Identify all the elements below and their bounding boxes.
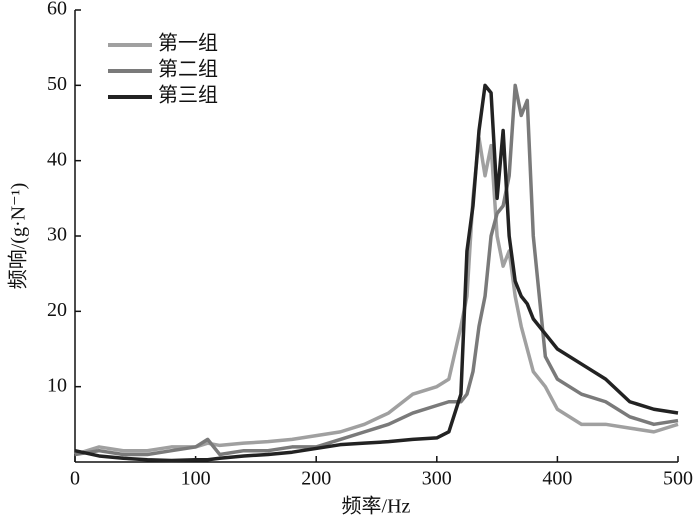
y-tick-label: 10 [47,374,67,396]
x-axis-label: 频率/Hz [342,495,411,518]
x-tick-label: 100 [181,468,211,490]
x-tick-label: 500 [663,468,693,490]
legend-label: 第二组 [158,58,218,81]
x-tick-label: 400 [542,468,572,490]
y-axis-label: 频响/(g·N⁻¹) [7,183,30,290]
series-line [74,136,679,457]
series-line [74,83,679,463]
x-tick-label: 300 [422,468,452,490]
y-tick-label: 40 [47,148,67,170]
series-line [74,83,679,457]
legend-label: 第三组 [158,84,218,107]
x-tick-label: 200 [301,468,331,490]
legend-label: 第一组 [158,32,218,55]
y-tick-label: 60 [47,0,67,20]
y-tick-label: 30 [47,224,67,246]
y-tick-label: 20 [47,299,67,321]
y-tick-label: 50 [47,73,67,95]
x-tick-label: 0 [70,468,80,490]
